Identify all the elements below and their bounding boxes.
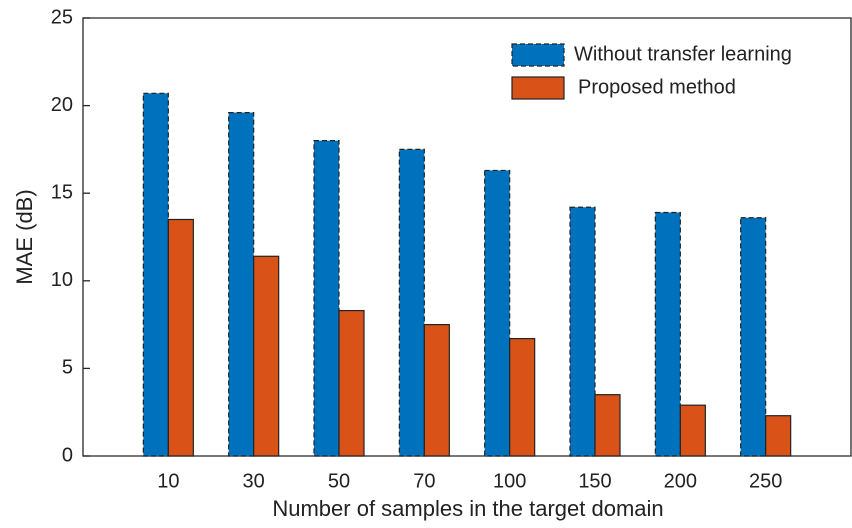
y-tick-label: 0 <box>62 444 73 466</box>
bar <box>313 140 340 457</box>
bar <box>484 169 511 457</box>
bar <box>167 218 194 457</box>
x-axis-label: Number of samples in the target domain <box>272 496 663 521</box>
bar <box>740 217 767 457</box>
x-tick-label: 10 <box>157 470 179 492</box>
y-tick-label: 25 <box>51 6 73 28</box>
legend-swatch <box>511 43 565 67</box>
bar <box>569 206 596 457</box>
legend-label: Proposed method <box>578 76 736 98</box>
bar <box>423 324 450 457</box>
x-tick-label: 50 <box>328 470 350 492</box>
bar <box>765 415 792 457</box>
x-tick-label: 70 <box>413 470 435 492</box>
x-tick-label: 150 <box>578 470 611 492</box>
x-tick-label: 200 <box>664 470 697 492</box>
bar <box>398 148 425 457</box>
legend-swatch <box>511 76 565 100</box>
bar <box>509 338 536 457</box>
bar <box>679 404 706 457</box>
x-tick-label: 250 <box>749 470 782 492</box>
bar <box>594 394 621 457</box>
x-tick-label: 100 <box>493 470 526 492</box>
bar <box>654 211 681 457</box>
legend-label: Without transfer learning <box>574 43 792 65</box>
y-axis-label: MAE (dB) <box>12 189 37 284</box>
y-tick-label: 15 <box>51 181 73 203</box>
bar <box>142 92 169 457</box>
y-tick-label: 10 <box>51 269 73 291</box>
axes-frame <box>82 17 852 457</box>
bar <box>253 255 280 457</box>
y-tick-label: 5 <box>62 357 73 379</box>
y-tick-label: 20 <box>51 94 73 116</box>
bar <box>228 112 255 457</box>
bar <box>338 309 365 457</box>
x-tick-label: 30 <box>243 470 265 492</box>
